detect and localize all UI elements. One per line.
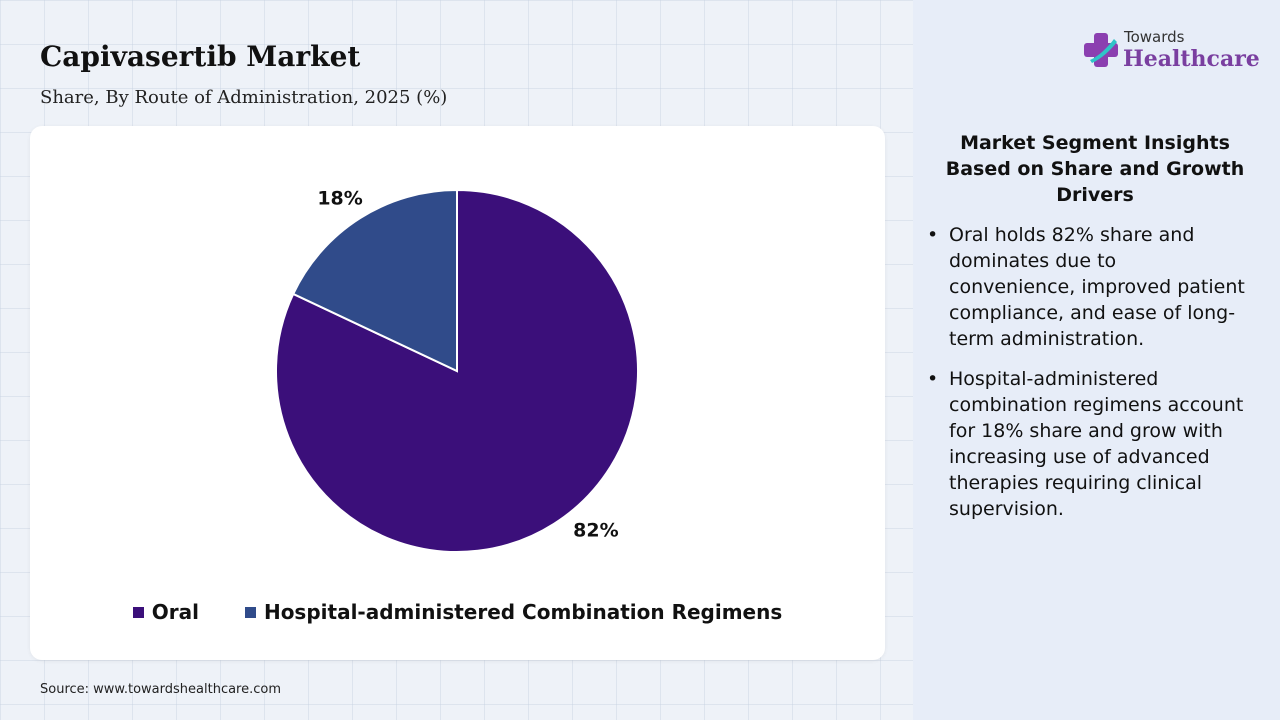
logo-text-towards: Towards xyxy=(1124,28,1185,46)
insight-item: Oral holds 82% share and dominates due t… xyxy=(925,222,1245,352)
insight-item: Hospital-administered combination regime… xyxy=(925,366,1245,522)
slice-label-oral: 82% xyxy=(573,519,618,541)
insights-title: Market Segment Insights Based on Share a… xyxy=(945,132,1245,206)
slice-label-hospital-administered: 18% xyxy=(317,188,362,210)
insights-list: Oral holds 82% share and dominates due t… xyxy=(925,222,1245,536)
pie-slice-hospital-administered xyxy=(291,188,458,373)
legend-label-oral: Oral xyxy=(151,600,199,624)
legend-item-hospital: Hospital-administered Combination Regime… xyxy=(244,600,783,624)
chart-legend: Oral Hospital-administered Combination R… xyxy=(30,600,885,624)
legend-swatch-hospital xyxy=(244,606,256,618)
source-note: Source: www.towardshealthcare.com xyxy=(40,682,282,697)
page-title: Capivasertib Market xyxy=(40,40,361,73)
logo-text-healthcare: Healthcare xyxy=(1123,46,1260,72)
legend-swatch-oral xyxy=(132,606,144,618)
pie-chart: 82% 18% xyxy=(275,188,639,553)
chart-card: 82% 18% Oral Hospital-administered Combin… xyxy=(30,126,885,660)
page-subtitle: Share, By Route of Administration, 2025 … xyxy=(40,87,448,108)
legend-item-oral: Oral xyxy=(132,600,199,624)
legend-label-hospital: Hospital-administered Combination Regime… xyxy=(263,600,783,624)
insights-panel: Towards Healthcare Market Segment Insigh… xyxy=(913,0,1280,720)
healthcare-cross-icon xyxy=(1084,33,1118,67)
brand-logo: Towards Healthcare xyxy=(1081,28,1260,78)
